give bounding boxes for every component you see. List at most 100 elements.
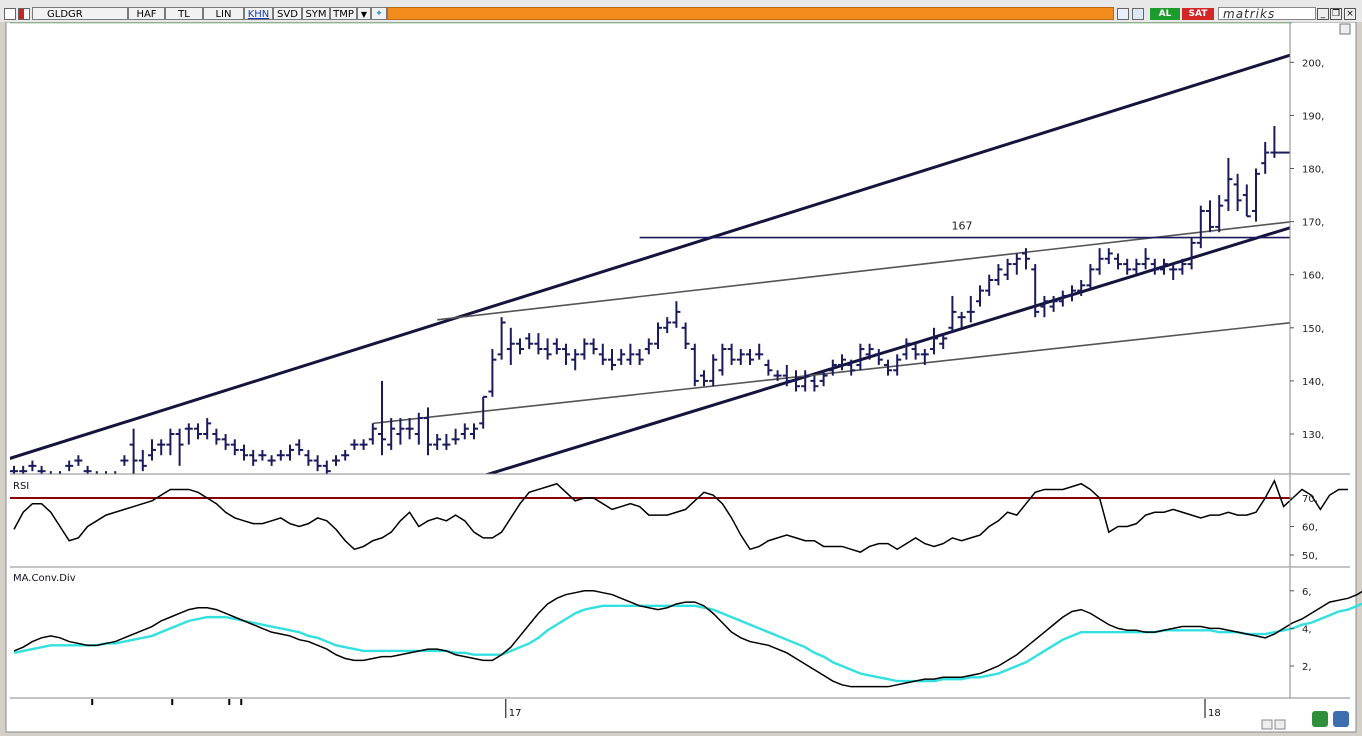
ohlc-bar: [571, 349, 580, 371]
ohlc-bar: [644, 338, 653, 355]
ohlc-bar: [543, 338, 552, 360]
time-label: 17: [509, 708, 522, 719]
restore-icon[interactable]: ❐: [1330, 8, 1342, 20]
ohlc-bar: [580, 338, 589, 360]
ohlc-bar: [598, 343, 607, 365]
image-icon[interactable]: [1117, 8, 1129, 20]
ohlc-bar: [1178, 258, 1187, 275]
ohlc-bar: [120, 455, 129, 466]
ohlc-bar: [792, 370, 800, 392]
price-tick-label: 130,: [1302, 430, 1324, 441]
ohlc-bar: [819, 370, 828, 387]
ohlc-bar: [930, 327, 938, 355]
orange-bar: [387, 7, 1114, 20]
ohlc-bar: [893, 354, 902, 376]
tmp-button[interactable]: TMP: [330, 7, 357, 20]
ohlc-bar: [203, 418, 212, 440]
ohlc-bar: [1215, 195, 1224, 233]
close-icon[interactable]: ×: [1344, 8, 1356, 20]
time-axis: 17 18: [91, 699, 1286, 730]
rsi-tick-label: 50,: [1302, 551, 1318, 562]
price-tick-label: 200,: [1302, 58, 1324, 69]
ohlc-bar: [902, 338, 911, 360]
khn-button[interactable]: KHN: [244, 7, 273, 20]
twitter-icon[interactable]: ✦: [371, 7, 387, 20]
ohlc-bar: [1160, 258, 1168, 275]
ohlc-bar: [460, 423, 469, 440]
ohlc-bar: [442, 434, 451, 450]
macd-title: MA.Conv.Div: [13, 573, 76, 584]
ohlc-bar: [240, 444, 248, 461]
ohlc-bar: [838, 354, 846, 371]
ohlc-bar: [755, 343, 764, 360]
ohlc-bar: [608, 349, 616, 371]
haf-button[interactable]: HAF: [128, 7, 165, 20]
ohlc-bar: [525, 333, 534, 350]
ohlc-bar: [157, 439, 166, 456]
annotation-167: 167: [952, 220, 973, 233]
ohlc-bar: [1206, 200, 1214, 233]
ohlc-bar: [874, 349, 883, 365]
ohlc-bar: [516, 338, 524, 355]
ohlc-bar: [249, 449, 258, 466]
ohlc-bar: [534, 333, 543, 355]
sym-button[interactable]: SYM: [302, 7, 330, 20]
chart-type-icon[interactable]: [4, 8, 16, 20]
ohlc-bar: [884, 359, 892, 376]
refresh-icon[interactable]: [1132, 8, 1144, 20]
settings-icon[interactable]: [1333, 711, 1349, 727]
ohlc-bar: [1123, 258, 1132, 275]
ohlc-bar: [451, 428, 460, 445]
ohlc-bar: [1224, 157, 1233, 211]
lin-button[interactable]: LIN: [203, 7, 244, 20]
ohlc-bar: [138, 449, 147, 472]
ohlc-bar: [59, 471, 61, 474]
ohlc-bar: [957, 311, 966, 328]
ohlc-bar: [433, 434, 442, 450]
ohlc-bar: [341, 449, 350, 461]
ohlc-bar: [1095, 248, 1104, 275]
upper-channel-line: [10, 53, 1290, 460]
ohlc-bar: [948, 295, 957, 334]
ohlc-bar: [994, 264, 1003, 286]
ohlc-bar: [1012, 253, 1021, 275]
ohlc-bar: [939, 333, 948, 350]
ohlc-bar: [414, 412, 423, 445]
ohlc-bar: [49, 471, 52, 474]
price-tick-label: 150,: [1302, 324, 1324, 335]
ohlc-bar: [28, 460, 37, 472]
toolbar: GLDGR HAF TL LIN KHN SVD SYM TMP ▼ ✦ AL …: [0, 0, 1362, 23]
ohlc-bar: [727, 343, 736, 365]
ohlc-bar: [332, 455, 340, 466]
price-panel: 167 130, 140, 150, 160, 170, 180, 190, 200,: [10, 22, 1350, 475]
flag-icon[interactable]: [18, 8, 30, 20]
ohlc-bar: [129, 428, 138, 474]
ohlc-bar: [194, 423, 202, 440]
buy-button[interactable]: AL: [1150, 8, 1180, 20]
minimize-icon[interactable]: _: [1317, 8, 1329, 20]
ohlc-bar: [635, 349, 644, 365]
ohlc-bar: [718, 343, 727, 376]
panel-maximize-icon[interactable]: [1339, 23, 1351, 35]
scroll-left-icon: [1261, 719, 1273, 730]
rsi-tick-label: 70,: [1302, 494, 1318, 505]
rsi-panel: RSI 50, 60, 70,: [10, 475, 1350, 568]
ohlc-bar: [470, 423, 478, 440]
symbol-field[interactable]: GLDGR: [32, 7, 128, 20]
ohlc-bar: [1068, 285, 1076, 302]
tl-button[interactable]: TL: [165, 7, 203, 20]
ohlc-bar: [700, 370, 708, 387]
ohlc-bar: [396, 418, 405, 445]
ohlc-bar: [230, 439, 239, 456]
sell-button[interactable]: SAT: [1182, 8, 1214, 20]
sync-icon[interactable]: [1312, 711, 1328, 727]
svd-button[interactable]: SVD: [273, 7, 302, 20]
ohlc-bar: [1233, 173, 1242, 211]
ohlc-bar: [359, 439, 368, 450]
ohlc-bar: [552, 338, 561, 355]
ohlc-bar: [405, 418, 414, 440]
ohlc-bar: [985, 274, 994, 296]
ohlc-bar: [175, 428, 184, 466]
ohlc-bar: [672, 301, 681, 328]
dropdown-arrow-icon[interactable]: ▼: [357, 7, 371, 20]
